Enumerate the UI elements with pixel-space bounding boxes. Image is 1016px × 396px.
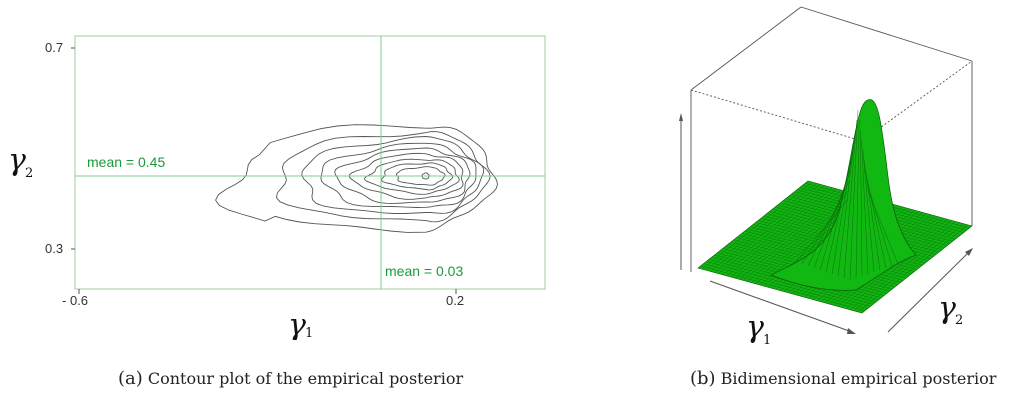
contour-ring (301, 136, 485, 214)
peak-mesh-line (860, 129, 863, 277)
peak-mesh-line (801, 189, 849, 265)
y-tick-label: 0.3 (45, 241, 63, 256)
mesh-line (849, 222, 960, 310)
contour-ring (348, 152, 464, 200)
contour-ring (320, 142, 477, 208)
peak-mesh-line (855, 119, 860, 279)
x-axis-subscript: 1 (305, 326, 313, 340)
surface-plot: γ 1 γ 2 (679, 6, 973, 348)
contour-lines (215, 124, 498, 233)
surface-peak (770, 99, 917, 291)
x-axis-label: γ (288, 308, 306, 340)
peak-mesh-line (862, 149, 875, 273)
peak-mesh (795, 109, 899, 281)
gamma2-arrow (887, 250, 971, 333)
mesh-line (857, 224, 969, 313)
contour-plot: mean = 0.45 mean = 0.03 0.7 0.3 - 0.6 0.… (8, 35, 546, 340)
plot-frame (74, 35, 546, 290)
gamma1-arrow (709, 280, 853, 333)
y-tick-label: 0.7 (45, 40, 63, 55)
peak-mesh-line (813, 169, 851, 269)
mesh-line (853, 223, 964, 311)
peak-mesh-line (807, 179, 850, 267)
peak-mesh-line (825, 149, 854, 273)
gamma1-label: γ (746, 310, 764, 345)
mean-x-annotation: mean = 0.03 (385, 263, 463, 279)
contour-ring (215, 124, 498, 233)
caption-a-label: (a) (118, 368, 143, 389)
caption-b-text: Bidimensional empirical posterior (720, 369, 997, 388)
contour-ring (334, 147, 471, 204)
y-axis-label: γ (8, 143, 26, 178)
peak-mesh-line (795, 199, 848, 263)
caption-a-text: Contour plot of the empirical posterior (147, 369, 464, 388)
caption-b: (b) Bidimensional empirical posterior (690, 368, 996, 389)
caption-a: (a) Contour plot of the empirical poster… (118, 368, 463, 389)
peak-mesh-line (867, 189, 899, 265)
mesh-line (845, 221, 956, 309)
mean-y-annotation: mean = 0.45 (87, 154, 165, 170)
gamma2-label: γ (938, 291, 956, 326)
y-axis-subscript: 2 (25, 166, 33, 181)
x-tick-label: - 0.6 (62, 293, 88, 308)
peak-mesh-line (863, 159, 881, 271)
peak-mesh-line (837, 129, 856, 277)
peak-mesh-line (866, 179, 893, 267)
x-tick-label: 0.2 (446, 293, 464, 308)
peak-mesh-line (865, 169, 887, 269)
peak-mesh-line (849, 109, 859, 281)
gamma2-subscript: 2 (955, 313, 963, 328)
gamma1-subscript: 1 (763, 333, 771, 348)
peak-mesh-line (831, 139, 855, 275)
peak-mesh-line (819, 159, 853, 271)
contour-ring (364, 158, 460, 195)
peak-mesh-line (843, 119, 857, 279)
contour-ring (275, 131, 491, 223)
caption-b-label: (b) (690, 368, 716, 389)
bounding-box (679, 6, 973, 272)
peak-mesh-line (861, 139, 869, 275)
